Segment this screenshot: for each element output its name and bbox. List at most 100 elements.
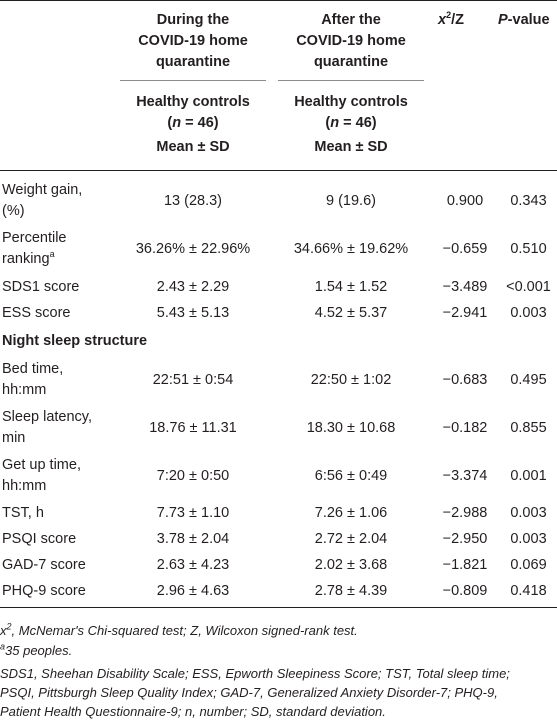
row-label-line: PHQ-9 score <box>2 582 86 599</box>
value-chi-z: −3.489 <box>442 278 488 295</box>
value-chi-z: −0.809 <box>442 582 488 599</box>
value-during: 5.43 ± 5.13 <box>156 304 230 321</box>
row-label-line: GAD-7 score <box>2 556 86 573</box>
stat-label-after: Mean ± SD <box>314 139 388 155</box>
header-after-line-2: COVID-19 home <box>296 33 406 49</box>
value-chi-z: −2.941 <box>442 304 488 321</box>
abbrev-line-2: PSQI, Pittsburgh Sleep Quality Index; GA… <box>0 685 498 700</box>
footnote-tests: x2, McNemar's Chi-squared test; Z, Wilco… <box>0 621 358 638</box>
value-during: 2.43 ± 2.29 <box>156 278 230 295</box>
header-after-line-3: quarantine <box>313 54 389 70</box>
value-p: 0.069 <box>510 556 547 573</box>
value-after: 2.02 ± 3.68 <box>314 556 388 573</box>
header-during-line-3: quarantine <box>155 54 231 70</box>
table-bottom-rule <box>0 607 557 608</box>
value-during: 22:51 ± 0:54 <box>152 371 234 388</box>
table-top-rule <box>0 0 557 1</box>
header-after-quarantine: After the COVID-19 home quarantine <box>272 10 430 73</box>
value-p: 0.003 <box>510 304 547 321</box>
row-label-line: min <box>2 430 26 446</box>
value-during: 7:20 ± 0:50 <box>156 467 230 484</box>
value-p: 0.001 <box>510 467 547 484</box>
table-row: Sleep latency, min 18.76 ± 11.31 18.30 ± 10… <box>0 404 557 452</box>
row-label-line: (%) <box>2 203 25 219</box>
header-after-underline <box>278 80 424 81</box>
row-label-line: TST, h <box>2 504 44 521</box>
footnote-abbreviations: SDS1, Sheehan Disability Scale; ESS, Epw… <box>0 664 557 721</box>
value-chi-z: −3.374 <box>442 467 488 484</box>
data-table: Weight gain, (%) 13 (28.3) 9 (19.6) 0.900 0.3… <box>0 178 557 604</box>
value-after: 9 (19.6) <box>326 192 376 209</box>
value-p: 0.343 <box>510 192 547 209</box>
abbrev-line-3: Patient Health Questionnaire-9; n, numbe… <box>0 704 386 719</box>
row-label-line: Get up time, <box>2 457 81 473</box>
table-row: ESS score 5.43 ± 5.13 4.52 ± 5.37 −2.941 0.0… <box>0 300 557 326</box>
row-label: Bed time, hh:mm <box>0 356 114 404</box>
row-label-line: hh:mm <box>2 382 47 398</box>
value-p: 0.495 <box>510 371 547 388</box>
header-after-group: Healthy controls (n = 46) Mean ± SD <box>272 92 430 158</box>
row-label: Weight gain, (%) <box>0 178 114 224</box>
header-after-line-1: After the <box>321 12 381 28</box>
table-row: SDS1 score 2.43 ± 2.29 1.54 ± 1.52 −3.489 <0… <box>0 274 557 300</box>
value-chi-z: 0.900 <box>446 192 484 209</box>
row-label-line: SDS1 score <box>2 278 80 295</box>
n-label-during: (n = 46) <box>167 115 219 131</box>
value-after: 6:56 ± 0:49 <box>314 467 388 484</box>
header-during-underline <box>120 80 266 81</box>
header-during-line-1: During the <box>156 12 230 28</box>
value-during: 3.78 ± 2.04 <box>156 530 230 547</box>
section-row: Night sleep structure <box>0 326 557 356</box>
value-after: 18.30 ± 10.68 <box>306 419 396 436</box>
value-after: 4.52 ± 5.37 <box>314 304 388 321</box>
table-row: Bed time, hh:mm 22:51 ± 0:54 22:50 ± 1:02 −0… <box>0 356 557 404</box>
table-row: GAD-7 score 2.63 ± 4.23 2.02 ± 3.68 −1.821 0… <box>0 552 557 578</box>
value-chi-z: −1.821 <box>442 556 488 573</box>
row-label-line: Percentile <box>2 230 67 246</box>
value-chi-z: −0.659 <box>442 240 488 257</box>
abbrev-line-1: SDS1, Sheehan Disability Scale; ESS, Epw… <box>0 666 510 681</box>
row-label: SDS1 score <box>0 274 114 300</box>
table-row: Weight gain, (%) 13 (28.3) 9 (19.6) 0.900 0.3… <box>0 178 557 224</box>
value-after: 22:50 ± 1:02 <box>310 371 392 388</box>
value-p: 0.003 <box>510 530 547 547</box>
row-label: PHQ-9 score <box>0 578 114 604</box>
row-label-line: Bed time, <box>2 361 64 377</box>
value-p: 0.855 <box>510 419 547 436</box>
group-label-after: Healthy controls <box>294 94 408 110</box>
value-chi-z: −0.182 <box>442 419 488 436</box>
table-row: TST, h 7.73 ± 1.10 7.26 ± 1.06 −2.988 0.003 <box>0 500 557 526</box>
value-after: 2.78 ± 4.39 <box>314 582 388 599</box>
value-chi-z: −0.683 <box>442 371 488 388</box>
table-row: PHQ-9 score 2.96 ± 4.63 2.78 ± 4.39 −0.809 0… <box>0 578 557 604</box>
value-p: 0.003 <box>510 504 547 521</box>
header-chi-z: x2/Z <box>438 10 464 28</box>
row-label: ESS score <box>0 300 114 326</box>
value-p: 0.418 <box>510 582 547 599</box>
row-label: Percentile rankinga <box>0 224 114 274</box>
group-label-during: Healthy controls <box>136 94 250 110</box>
value-p: <0.001 <box>506 278 551 295</box>
header-bottom-rule <box>0 170 557 171</box>
footnote-a: a35 peoples. <box>0 641 73 658</box>
value-chi-z: −2.988 <box>442 504 488 521</box>
row-label: Get up time, hh:mm <box>0 452 114 500</box>
value-after: 2.72 ± 2.04 <box>314 530 388 547</box>
value-p: 0.510 <box>510 240 547 257</box>
row-label: TST, h <box>0 500 114 526</box>
value-during: 2.63 ± 4.23 <box>156 556 230 573</box>
header-during-group: Healthy controls (n = 46) Mean ± SD <box>114 92 272 158</box>
value-during: 36.26% ± 22.96% <box>135 240 251 257</box>
header-during-line-2: COVID-19 home <box>138 33 248 49</box>
value-during: 2.96 ± 4.63 <box>156 582 230 599</box>
stat-label-during: Mean ± SD <box>156 139 230 155</box>
row-label-line: ESS score <box>2 304 71 321</box>
table-row: PSQI score 3.78 ± 2.04 2.72 ± 2.04 −2.950 0.… <box>0 526 557 552</box>
row-label-line: PSQI score <box>2 530 77 547</box>
value-during: 18.76 ± 11.31 <box>149 419 237 436</box>
row-label: Sleep latency, min <box>0 404 114 452</box>
value-during: 7.73 ± 1.10 <box>156 504 230 521</box>
table-row: Get up time, hh:mm 7:20 ± 0:50 6:56 ± 0:49 −… <box>0 452 557 500</box>
table-row: Percentile rankinga 36.26% ± 22.96% 34.66% … <box>0 224 557 274</box>
row-label-line: rankinga <box>2 249 55 267</box>
